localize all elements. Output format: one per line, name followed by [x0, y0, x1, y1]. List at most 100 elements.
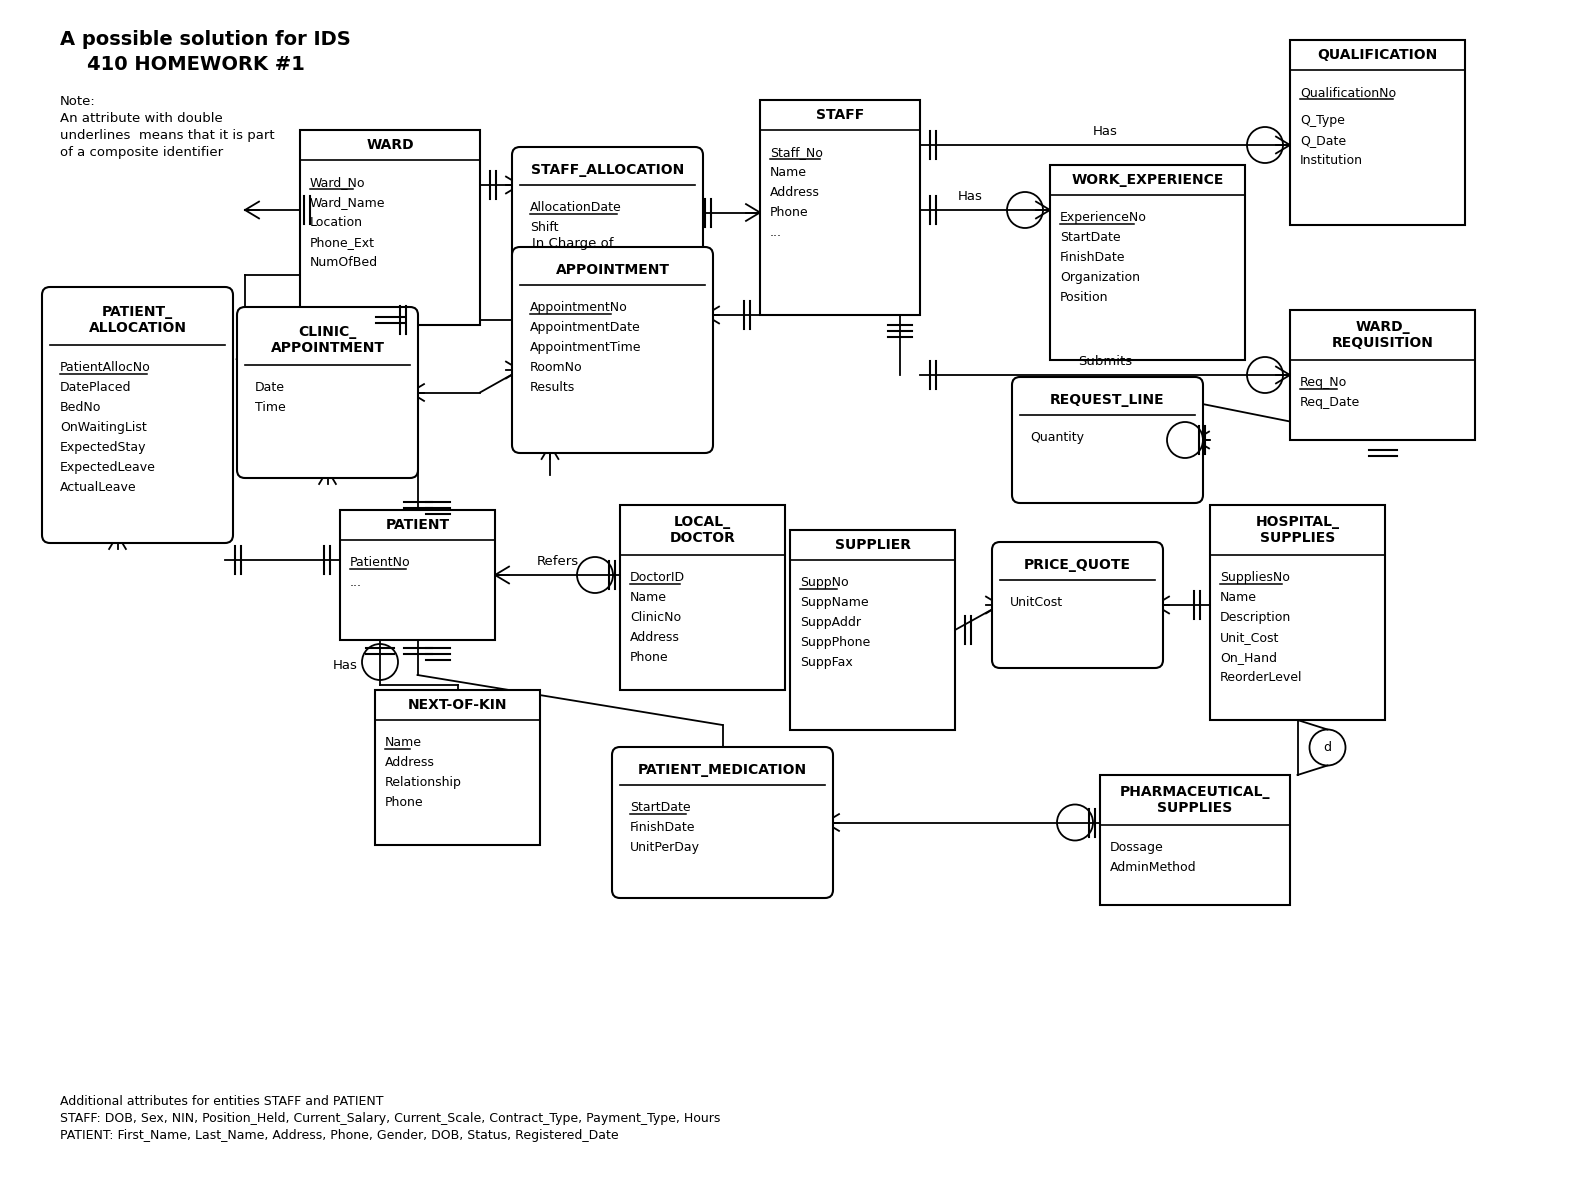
Text: Position: Position [1061, 291, 1108, 304]
FancyBboxPatch shape [992, 542, 1162, 668]
Text: Location: Location [310, 216, 363, 230]
Bar [1049, 164, 1245, 360]
Text: DatePlaced: DatePlaced [60, 381, 132, 394]
Text: ExpectedStay: ExpectedStay [60, 441, 146, 454]
Text: In Charge of: In Charge of [533, 237, 614, 250]
Text: PATIENT: First_Name, Last_Name, Address, Phone, Gender, DOB, Status, Registered_: PATIENT: First_Name, Last_Name, Address,… [60, 1129, 619, 1142]
Text: Q_Type: Q_Type [1301, 114, 1345, 127]
Text: Relationship: Relationship [385, 776, 461, 789]
Text: An attribute with double: An attribute with double [60, 112, 223, 125]
Text: ...: ... [770, 226, 782, 239]
Text: PatientAllocNo: PatientAllocNo [60, 361, 151, 374]
Bar [375, 690, 541, 845]
Text: STAFF: STAFF [816, 108, 863, 122]
Bar [620, 505, 785, 690]
Text: LOCAL_
DOCTOR: LOCAL_ DOCTOR [669, 515, 736, 545]
Text: StartDate: StartDate [1061, 231, 1121, 244]
Text: Date: Date [254, 381, 285, 394]
FancyBboxPatch shape [41, 287, 234, 543]
Text: Has: Has [1092, 124, 1118, 137]
Text: Name: Name [1220, 592, 1258, 605]
Text: Has: Has [332, 659, 358, 672]
Text: REQUEST_LINE: REQUEST_LINE [1049, 393, 1165, 407]
Text: STAFF_ALLOCATION: STAFF_ALLOCATION [531, 163, 684, 177]
Text: NEXT-OF-KIN: NEXT-OF-KIN [407, 698, 507, 712]
Text: d: d [1323, 741, 1331, 754]
Text: Name: Name [385, 736, 421, 749]
Text: AppointmentNo: AppointmentNo [529, 300, 628, 313]
Text: APPOINTMENT: APPOINTMENT [555, 263, 669, 277]
Text: Institution: Institution [1301, 154, 1363, 167]
Text: UnitCost: UnitCost [1010, 596, 1064, 609]
Text: Ward_Name: Ward_Name [310, 196, 385, 209]
Text: CLINIC_
APPOINTMENT: CLINIC_ APPOINTMENT [270, 325, 385, 355]
Text: Address: Address [770, 186, 820, 199]
Text: ExperienceNo: ExperienceNo [1061, 211, 1146, 224]
Text: AllocationDate: AllocationDate [529, 201, 622, 214]
Text: Results: Results [529, 381, 576, 394]
FancyBboxPatch shape [512, 247, 712, 453]
Text: underlines  means that it is part: underlines means that it is part [60, 129, 275, 142]
Text: PatientNo: PatientNo [350, 556, 410, 569]
Text: WORK_EXPERIENCE: WORK_EXPERIENCE [1072, 173, 1224, 187]
Text: STAFF: DOB, Sex, NIN, Position_Held, Current_Salary, Current_Scale, Contract_Typ: STAFF: DOB, Sex, NIN, Position_Held, Cur… [60, 1112, 720, 1125]
Text: FinishDate: FinishDate [630, 821, 695, 834]
Text: PHARMACEUTICAL_
SUPPLIES: PHARMACEUTICAL_ SUPPLIES [1119, 784, 1270, 815]
Text: Dossage: Dossage [1110, 841, 1164, 854]
Text: WARD_
REQUISITION: WARD_ REQUISITION [1331, 319, 1434, 350]
FancyBboxPatch shape [1011, 377, 1204, 503]
Text: ReorderLevel: ReorderLevel [1220, 671, 1302, 684]
Text: Unit_Cost: Unit_Cost [1220, 631, 1280, 644]
Text: of a composite identifier: of a composite identifier [60, 146, 223, 159]
Text: PATIENT_
ALLOCATION: PATIENT_ ALLOCATION [89, 305, 186, 335]
Text: Phone: Phone [385, 796, 423, 809]
Text: SuppNo: SuppNo [800, 576, 849, 589]
Text: Description: Description [1220, 610, 1291, 623]
FancyBboxPatch shape [612, 746, 833, 898]
Text: On_Hand: On_Hand [1220, 651, 1277, 664]
Text: Phone_Ext: Phone_Ext [310, 235, 375, 248]
Text: Req_Date: Req_Date [1301, 396, 1361, 409]
Bar [1289, 310, 1476, 440]
Text: Staff_No: Staff_No [770, 146, 824, 159]
Text: WARD: WARD [366, 138, 413, 151]
Text: AppointmentTime: AppointmentTime [529, 341, 641, 354]
Text: RoomNo: RoomNo [529, 361, 582, 374]
Text: Phone: Phone [770, 206, 809, 219]
Text: UnitPerDay: UnitPerDay [630, 841, 700, 854]
Text: AppointmentDate: AppointmentDate [529, 321, 641, 334]
Text: SuppliesNo: SuppliesNo [1220, 571, 1289, 584]
Text: StartDate: StartDate [630, 801, 690, 814]
Text: ExpectedLeave: ExpectedLeave [60, 461, 156, 474]
Text: BedNo: BedNo [60, 401, 102, 414]
Text: PATIENT_MEDICATION: PATIENT_MEDICATION [638, 763, 808, 777]
Text: AdminMethod: AdminMethod [1110, 861, 1197, 874]
Bar [790, 530, 956, 730]
Text: ClinicNo: ClinicNo [630, 610, 681, 623]
Text: Shift: Shift [529, 221, 558, 234]
Text: Name: Name [770, 166, 808, 179]
Text: SuppName: SuppName [800, 596, 868, 609]
Text: QualificationNo: QualificationNo [1301, 86, 1396, 99]
Text: SUPPLIER: SUPPLIER [835, 538, 911, 552]
Text: OnWaitingList: OnWaitingList [60, 421, 146, 434]
Bar [340, 510, 494, 640]
Text: SuppPhone: SuppPhone [800, 636, 870, 649]
Text: ...: ... [350, 576, 363, 589]
Text: A possible solution for IDS: A possible solution for IDS [60, 30, 351, 49]
Text: FinishDate: FinishDate [1061, 251, 1126, 264]
Text: SuppAddr: SuppAddr [800, 616, 862, 629]
Text: Submits: Submits [1078, 355, 1132, 368]
Text: Additional attributes for entities STAFF and PATIENT: Additional attributes for entities STAFF… [60, 1095, 383, 1108]
Text: Phone: Phone [630, 651, 669, 664]
Text: ActualLeave: ActualLeave [60, 481, 137, 494]
Text: Address: Address [385, 756, 436, 769]
Text: Note:: Note: [60, 95, 95, 108]
Text: Address: Address [630, 631, 681, 644]
Text: Quantity: Quantity [1030, 431, 1084, 444]
Text: QUALIFICATION: QUALIFICATION [1318, 49, 1437, 62]
Text: Time: Time [254, 401, 286, 414]
Text: NumOfBed: NumOfBed [310, 256, 378, 269]
Text: Has: Has [957, 189, 983, 202]
Text: 410 HOMEWORK #1: 410 HOMEWORK #1 [60, 54, 305, 75]
